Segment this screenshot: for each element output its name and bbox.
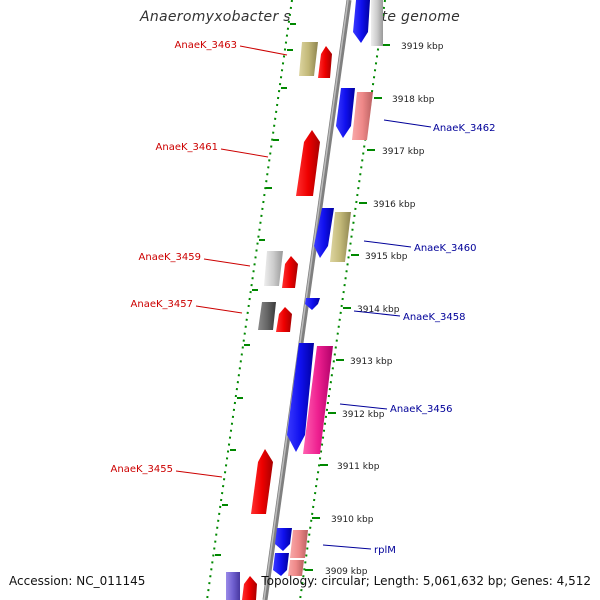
leader-line: [220, 148, 269, 158]
gene-arrow-plus: [282, 256, 298, 288]
gene-label-anaek-3458: AnaeK_3458: [403, 312, 465, 323]
leader-line: [339, 403, 388, 410]
gene-label-anaek-3457: AnaeK_3457: [131, 299, 193, 310]
gene-label-anaek-3459: AnaeK_3459: [139, 252, 201, 263]
tick-label: 3914 kbp: [357, 305, 400, 315]
tick-label: 3919 kbp: [401, 42, 444, 52]
tick-label: 3909 kbp: [325, 567, 368, 577]
gene-label-anaek-3456: AnaeK_3456: [390, 404, 452, 415]
gene-arrow-plus: [251, 449, 273, 514]
gene-arrow-minus: [336, 88, 355, 138]
gene-block: [264, 251, 283, 286]
gene-arrow-plus: [318, 46, 332, 78]
gene-block: [290, 530, 308, 558]
gene-arrow-minus: [275, 528, 292, 551]
leader-line: [363, 240, 412, 248]
tick-label: 3917 kbp: [382, 147, 425, 157]
gene-block: [330, 212, 351, 262]
dotted-border-left: [206, 0, 293, 600]
tick-label: 3912 kbp: [342, 410, 385, 420]
leader-line: [175, 470, 223, 478]
gene-arrow-minus: [287, 343, 314, 452]
kbp-ticks: [305, 44, 390, 571]
gene-arrow-plus: [242, 576, 257, 600]
tick-label: 3913 kbp: [350, 357, 393, 367]
topology-text: Topology: circular; Length: 5,061,632 bp…: [261, 574, 591, 588]
leader-line: [383, 119, 432, 128]
gene-arrow-plus: [276, 307, 292, 332]
gene-block: [288, 560, 304, 576]
gene-block: [258, 302, 276, 330]
gene-label-anaek-3461: AnaeK_3461: [156, 142, 218, 153]
gene-block: [226, 572, 240, 600]
leader-line: [203, 258, 251, 267]
gene-block: [303, 346, 333, 454]
gene-arrow-minus: [314, 208, 334, 258]
tick-label: 3915 kbp: [365, 252, 408, 262]
gene-arrow-minus: [353, 0, 370, 43]
gene-label-anaek-3462: AnaeK_3462: [433, 123, 495, 134]
leader-line: [195, 305, 243, 314]
gene-block: [299, 42, 318, 76]
gene-block: [352, 92, 373, 140]
gene-label-rplm: rplM: [374, 545, 396, 556]
tick-label: 3910 kbp: [331, 515, 374, 525]
gene-arrow-plus: [296, 130, 320, 196]
gene-label-anaek-3455: AnaeK_3455: [111, 464, 173, 475]
inner-dashes-left: [215, 23, 296, 556]
gene-arrow-minus: [305, 298, 320, 310]
leader-line: [353, 310, 401, 317]
accession-text: Accession: NC_011145: [9, 574, 146, 588]
gene-features: [226, 0, 383, 600]
dotted-border-right: [299, 0, 386, 600]
tick-label: 3911 kbp: [337, 462, 380, 472]
gene-arrow-minus: [273, 553, 289, 576]
tick-label: 3916 kbp: [373, 200, 416, 210]
gene-label-anaek-3460: AnaeK_3460: [414, 243, 476, 254]
leader-line: [322, 544, 372, 550]
gene-label-anaek-3463: AnaeK_3463: [175, 40, 237, 51]
tick-label: 3918 kbp: [392, 95, 435, 105]
gene-block: [371, 0, 383, 46]
leader-line: [239, 45, 288, 56]
